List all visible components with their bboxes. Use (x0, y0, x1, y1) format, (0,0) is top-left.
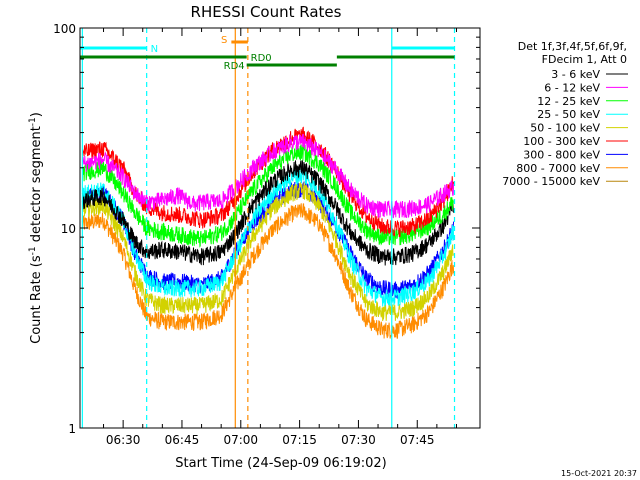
y-axis-label: Count Rate (s-1 detector segment-1) (28, 112, 44, 344)
x-tick-label-1: 06:45 (165, 433, 200, 447)
attenuator-state-bars: N S RD4 RD0 (80, 35, 455, 72)
x-tick-label-3: 07:15 (282, 433, 317, 447)
legend-label-5: 100 - 300 keV (523, 135, 600, 148)
state-bar-label-2: S (221, 35, 227, 46)
y-axis-label-sup1: -1 (28, 246, 38, 255)
legend-header-line-2: FDecim 1, Att 0 (542, 53, 627, 66)
y-tick-label-0: 1 (68, 422, 76, 436)
state-bar-label-3: RD4 (224, 61, 245, 72)
legend-label-4: 50 - 100 keV (530, 122, 600, 135)
legend-label-6: 300 - 800 keV (523, 148, 600, 161)
y-axis-label-main: Count Rate (s (29, 255, 44, 344)
y-tick-label-2: 100 (53, 22, 76, 36)
series-layer (81, 126, 455, 339)
legend-header-line-1: Det 1f,3f,4f,5f,6f,9f, (518, 40, 627, 53)
y-tick-label-1: 10 (61, 222, 76, 236)
chart-title: RHESSI Count Rates (191, 3, 342, 21)
y-axis-ticks: 1 10 100 (53, 22, 480, 436)
legend-label-1: 6 - 12 keV (544, 81, 600, 94)
x-tick-label-0: 06:30 (106, 433, 141, 447)
x-tick-label-5: 07:45 (400, 433, 435, 447)
legend-label-8: 7000 - 15000 keV (502, 175, 600, 188)
legend-label-3: 25 - 50 keV (537, 108, 600, 121)
y-axis-label-mid: detector segment (29, 126, 44, 246)
y-axis-label-sup2: -1 (28, 117, 38, 126)
state-bar-label-0: N (151, 44, 158, 55)
legend: Det 1f,3f,4f,5f,6f,9f, FDecim 1, Att 0 3… (502, 40, 628, 188)
x-axis-ticks: 06:30 06:45 07:00 07:15 07:30 07:45 (103, 28, 457, 447)
legend-label-0: 3 - 6 keV (551, 68, 600, 81)
generation-timestamp: 15-Oct-2021 20:37 (561, 469, 637, 478)
x-axis-label: Start Time (24-Sep-09 06:19:02) (175, 456, 386, 471)
legend-label-2: 12 - 25 keV (537, 95, 600, 108)
x-tick-label-4: 07:30 (341, 433, 376, 447)
x-tick-label-2: 07:00 (223, 433, 258, 447)
legend-label-7: 800 - 7000 keV (516, 162, 600, 175)
state-bar-label-4: RD0 (251, 53, 272, 64)
y-axis-label-end: ) (29, 112, 44, 117)
